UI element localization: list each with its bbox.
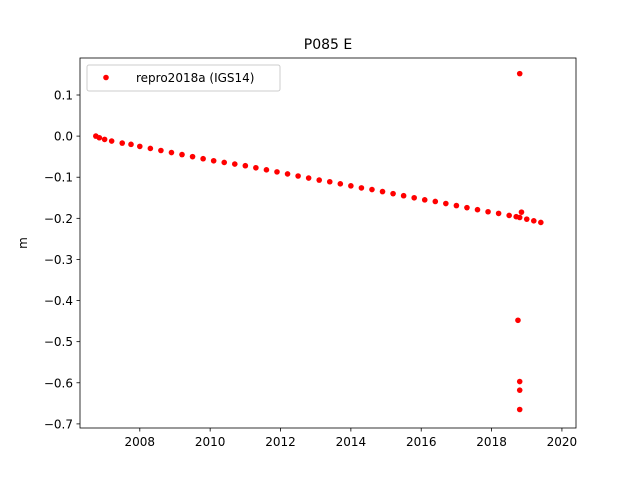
data-point — [274, 169, 280, 175]
x-tick-label: 2020 — [547, 435, 578, 449]
data-point — [495, 210, 502, 217]
data-point — [316, 177, 323, 183]
data-point — [464, 204, 470, 211]
data-point — [474, 206, 481, 213]
data-point — [128, 141, 134, 148]
data-point — [516, 70, 523, 77]
chart-title: P085 E — [304, 37, 352, 53]
data-point — [530, 218, 537, 224]
y-tick-label: −0.1 — [44, 171, 73, 185]
data-point — [523, 216, 530, 222]
data-point — [516, 378, 523, 385]
legend-label: repro2018a (IGS14) — [136, 71, 254, 85]
y-tick-label: −0.2 — [44, 212, 73, 226]
x-axis: 2008 2010 2012 2014 2016 2018 2020 — [125, 428, 578, 449]
legend-box — [86, 64, 281, 92]
data-point — [137, 143, 143, 150]
data-point — [485, 208, 491, 215]
data-point — [108, 138, 115, 144]
y-tick-label: −0.3 — [44, 253, 73, 267]
data-point — [411, 194, 417, 201]
data-point — [515, 317, 521, 324]
data-point — [506, 212, 512, 219]
y-tick-label: 0.1 — [54, 89, 73, 103]
data-point — [432, 198, 439, 205]
data-point — [147, 145, 154, 152]
x-tick-label: 2008 — [125, 435, 156, 449]
data-point — [326, 178, 333, 185]
x-tick-label: 2016 — [406, 435, 437, 449]
data-point — [221, 159, 228, 166]
data-point — [158, 147, 164, 154]
y-tick-label: −0.5 — [44, 335, 73, 349]
data-point — [348, 183, 354, 189]
y-tick-label: −0.6 — [44, 376, 73, 390]
x-tick-label: 2014 — [336, 435, 367, 449]
data-point — [369, 186, 375, 193]
data-point — [538, 219, 544, 226]
y-tick-label: −0.4 — [44, 294, 73, 308]
data-point — [453, 202, 460, 209]
data-point — [421, 197, 428, 203]
data-point — [337, 181, 344, 187]
y-tick-label: 0.0 — [54, 130, 73, 144]
data-point — [379, 188, 386, 195]
y-axis-label: m — [16, 237, 30, 249]
x-tick-label: 2012 — [265, 435, 296, 449]
data-point — [242, 162, 249, 169]
data-point — [400, 192, 407, 199]
data-point — [189, 153, 196, 160]
data-point — [518, 209, 525, 215]
data-point — [200, 155, 206, 162]
plot-frame — [79, 57, 577, 429]
plot-area — [79, 57, 577, 429]
legend-marker — [103, 74, 109, 81]
data-point — [101, 136, 108, 143]
data-point — [305, 175, 312, 181]
data-point — [168, 149, 175, 156]
data-point — [96, 134, 103, 141]
data-point — [231, 161, 238, 167]
series-layer — [93, 70, 544, 413]
y-axis: 0.1 0.0 −0.1 −0.2 −0.3 −0.4 −0.5 −0.6 −0.7 — [44, 89, 80, 431]
x-tick-label: 2018 — [476, 435, 507, 449]
data-point — [295, 173, 301, 179]
x-tick-label: 2010 — [195, 435, 226, 449]
data-point — [390, 190, 396, 197]
data-point — [263, 167, 270, 173]
data-point — [516, 387, 523, 393]
data-point — [284, 171, 291, 177]
data-point — [516, 406, 523, 413]
series — [93, 70, 544, 413]
data-point — [443, 200, 449, 207]
data-point — [179, 151, 185, 158]
y-tick-label: −0.7 — [44, 417, 73, 431]
data-point — [253, 164, 259, 171]
legend: repro2018a (IGS14) — [86, 64, 281, 92]
data-point — [210, 157, 217, 164]
data-point — [516, 214, 523, 221]
data-point — [119, 140, 126, 146]
data-point — [358, 185, 365, 191]
